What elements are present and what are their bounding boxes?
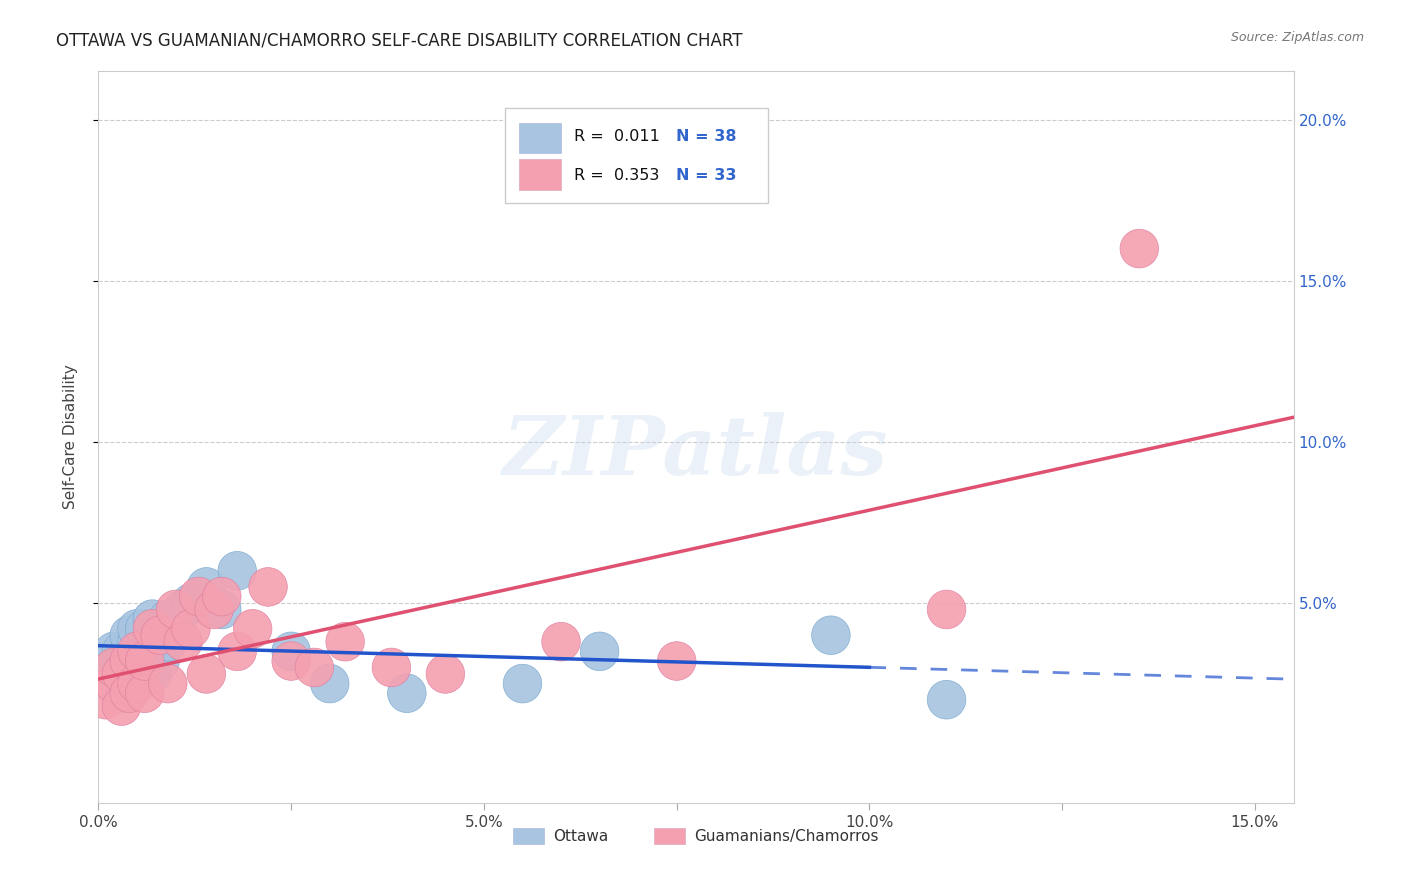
Ellipse shape [110, 615, 149, 655]
Ellipse shape [134, 609, 172, 648]
Ellipse shape [125, 609, 165, 648]
Y-axis label: Self-Care Disability: Self-Care Disability [63, 365, 77, 509]
Ellipse shape [928, 681, 966, 719]
Ellipse shape [271, 641, 311, 681]
Ellipse shape [87, 681, 125, 719]
Ellipse shape [187, 655, 225, 693]
Text: Source: ZipAtlas.com: Source: ZipAtlas.com [1230, 31, 1364, 45]
Ellipse shape [295, 648, 333, 687]
Text: N = 38: N = 38 [676, 128, 737, 144]
Ellipse shape [249, 567, 287, 607]
Ellipse shape [149, 623, 187, 661]
Ellipse shape [125, 648, 165, 687]
Ellipse shape [134, 623, 172, 661]
Ellipse shape [141, 615, 180, 655]
Ellipse shape [928, 591, 966, 629]
Ellipse shape [118, 609, 156, 648]
Ellipse shape [110, 641, 149, 681]
Ellipse shape [156, 591, 195, 629]
Ellipse shape [172, 583, 211, 623]
Ellipse shape [110, 655, 149, 693]
FancyBboxPatch shape [519, 122, 561, 153]
Ellipse shape [125, 632, 165, 671]
Ellipse shape [311, 665, 349, 703]
Ellipse shape [233, 609, 271, 648]
Ellipse shape [94, 632, 134, 671]
Text: ZIPatlas: ZIPatlas [503, 412, 889, 491]
Ellipse shape [165, 591, 202, 629]
Ellipse shape [118, 665, 156, 703]
Text: OTTAWA VS GUAMANIAN/CHAMORRO SELF-CARE DISABILITY CORRELATION CHART: OTTAWA VS GUAMANIAN/CHAMORRO SELF-CARE D… [56, 31, 742, 49]
Ellipse shape [118, 641, 156, 681]
Ellipse shape [180, 577, 218, 615]
Ellipse shape [165, 623, 202, 661]
Ellipse shape [156, 609, 195, 648]
Ellipse shape [94, 648, 134, 687]
Ellipse shape [110, 674, 149, 713]
Ellipse shape [195, 591, 233, 629]
Ellipse shape [134, 599, 172, 639]
Ellipse shape [202, 591, 240, 629]
Ellipse shape [218, 632, 256, 671]
Legend: Ottawa, Guamanians/Chamorros: Ottawa, Guamanians/Chamorros [508, 822, 884, 850]
Ellipse shape [141, 641, 180, 681]
Ellipse shape [202, 577, 240, 615]
Ellipse shape [581, 632, 619, 671]
Ellipse shape [103, 655, 141, 693]
Ellipse shape [388, 674, 426, 713]
Ellipse shape [118, 665, 156, 703]
Ellipse shape [134, 655, 172, 693]
Ellipse shape [94, 665, 134, 703]
FancyBboxPatch shape [519, 159, 561, 190]
Ellipse shape [1121, 229, 1159, 268]
Ellipse shape [118, 623, 156, 661]
Ellipse shape [503, 665, 541, 703]
Ellipse shape [125, 674, 165, 713]
Ellipse shape [118, 632, 156, 671]
Ellipse shape [373, 648, 411, 687]
Ellipse shape [149, 599, 187, 639]
Ellipse shape [541, 623, 581, 661]
Ellipse shape [187, 567, 225, 607]
Ellipse shape [218, 551, 256, 591]
Ellipse shape [811, 615, 851, 655]
Ellipse shape [110, 632, 149, 671]
Ellipse shape [141, 615, 180, 655]
Ellipse shape [103, 632, 141, 671]
Ellipse shape [103, 687, 141, 725]
Ellipse shape [94, 665, 134, 703]
Ellipse shape [94, 648, 134, 687]
Ellipse shape [326, 623, 364, 661]
Ellipse shape [87, 641, 125, 681]
Text: R =  0.353: R = 0.353 [574, 168, 659, 183]
Text: R =  0.011: R = 0.011 [574, 128, 659, 144]
Ellipse shape [426, 655, 464, 693]
Ellipse shape [658, 641, 696, 681]
Ellipse shape [103, 674, 141, 713]
Ellipse shape [271, 632, 311, 671]
FancyBboxPatch shape [505, 108, 768, 203]
Ellipse shape [172, 609, 211, 648]
Ellipse shape [103, 648, 141, 687]
Ellipse shape [125, 641, 165, 681]
Ellipse shape [149, 665, 187, 703]
Ellipse shape [87, 655, 125, 693]
Text: N = 33: N = 33 [676, 168, 737, 183]
